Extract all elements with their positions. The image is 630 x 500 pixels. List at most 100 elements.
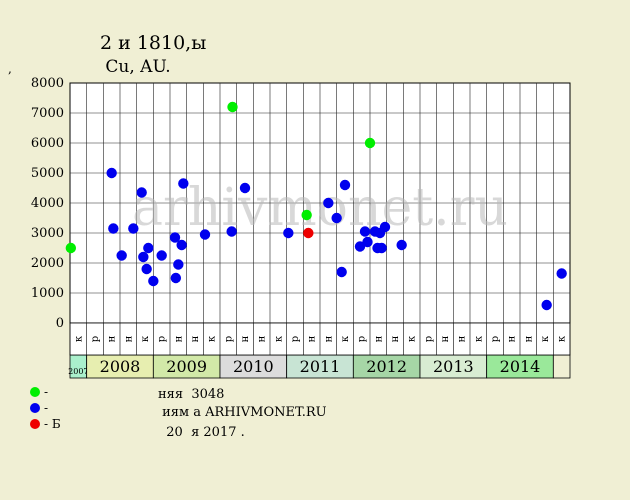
data-point-circ — [156, 250, 167, 261]
period-label: 2007 — [68, 367, 88, 376]
legend-item: - ￼￼￼￼￼Б — [30, 417, 61, 431]
slot-label: ￼р — [90, 336, 101, 342]
slot-label: ￼к — [540, 335, 551, 342]
data-point-circ — [199, 229, 211, 240]
data-point-unc — [364, 137, 376, 149]
legend-label: - ￼￼￼ — [44, 385, 52, 399]
data-point-circ — [283, 227, 294, 239]
data-point-unc — [65, 242, 77, 254]
y-tick-label: 7000 — [31, 106, 64, 121]
chart-title-line-1: 2 ￼￼￼￼и 1810,￼￼ы ￼ — [100, 32, 213, 54]
slot-label: ￼р — [423, 336, 434, 342]
slot-label: ￼н — [107, 335, 118, 342]
slot-label: ￼н — [457, 335, 468, 342]
data-point-circ — [143, 242, 154, 254]
watermark: arhivmonet.ru — [132, 178, 508, 238]
y-tick-label: 1000 — [31, 286, 64, 301]
data-point-circ — [331, 212, 342, 224]
data-point-circ — [136, 187, 147, 198]
data-point-unc — [227, 101, 238, 113]
data-point-circ — [556, 268, 567, 279]
period-label: 2014 — [500, 357, 541, 376]
slot-label: ￼р — [223, 336, 234, 342]
slot-label: ￼н — [190, 335, 201, 342]
period-label: 2008 — [100, 357, 141, 376]
data-point-circ — [141, 263, 152, 275]
data-point-circ — [359, 226, 371, 237]
data-point-circ — [339, 179, 351, 191]
slot-label: ￼к — [140, 335, 151, 342]
grid-lines — [70, 83, 570, 323]
data-point-unc — [301, 209, 312, 221]
y-tick-label: 8000 — [31, 76, 64, 91]
slot-label: ￼н — [440, 335, 451, 342]
y-axis-unit: ￼￼, ￼￼ — [8, 62, 16, 76]
legend-item: - ￼￼￼ — [30, 401, 52, 415]
data-point-circ — [226, 226, 237, 237]
slot-label: ￼к — [473, 335, 484, 342]
slot-labels: ￼к ￼р ￼н ￼н ￼к ￼р ￼н ￼н ￼к ￼р ￼н ￼н ￼к ￼р ￼н ￼н ￼к ￼р ￼н ￼н… — [69, 322, 571, 356]
slot-label: ￼н — [523, 335, 534, 342]
slot-label: ￼н — [123, 335, 134, 342]
data-point-circ — [108, 223, 119, 234]
legend-marker — [30, 419, 40, 429]
data-point-circ — [336, 266, 347, 278]
data-point-proof — [303, 227, 314, 239]
period-label: 2013 — [433, 357, 474, 376]
data-point-circ — [170, 272, 182, 284]
slot-label: ￼р — [357, 336, 368, 342]
y-tick-label: 4000 — [31, 196, 64, 211]
data-point-circ — [323, 197, 334, 209]
slot-label: ￼н — [507, 335, 518, 342]
data-point-circ — [239, 182, 251, 194]
slot-label: ￼н — [390, 335, 401, 342]
period-cell — [552, 354, 571, 379]
data-point-circ — [138, 251, 149, 263]
chart-title-line-2: ￼￼￼ Cu,￼￼￼ AU. — [100, 57, 171, 77]
info-line-1: ￼￼няя ￼￼ 3048 ￼￼ — [158, 387, 229, 402]
slot-label: ￼н — [307, 335, 318, 342]
period-label: 2012 — [366, 357, 407, 376]
data-point-circ — [148, 275, 159, 287]
data-point-circ — [116, 250, 127, 261]
y-tick-label: 0 — [56, 316, 64, 331]
data-point-circ — [176, 239, 187, 251]
slot-label: ￼н — [240, 335, 251, 342]
data-point-circ — [128, 223, 139, 234]
y-tick-label: 3000 — [31, 226, 64, 241]
period-band: 2007 2008 2009 2010 2011 2012 2013 2014 — [68, 354, 571, 379]
slot-label: ￼н — [323, 335, 334, 342]
data-point-circ — [362, 236, 373, 248]
price-chart: arhivmonet.ru 0 1000 2000 3000 4000 5000 6000 7… — [31, 76, 571, 379]
slot-label: ￼р — [290, 336, 301, 342]
legend-marker — [30, 387, 40, 397]
data-point-circ — [379, 221, 391, 233]
data-point-circ — [354, 241, 366, 252]
slot-label: ￼к — [273, 335, 284, 342]
data-point-circ — [178, 178, 189, 189]
data-point-circ — [396, 239, 407, 251]
y-axis: 0 1000 2000 3000 4000 5000 6000 7000 8000 — [31, 76, 64, 331]
slot-label: ￼к — [407, 335, 418, 342]
legend-label: - ￼￼￼￼￼Б — [44, 417, 61, 431]
info-line-2: ￼ ￼￼￼￼иям ￼￼а ARHIVMONET.RU — [158, 405, 327, 420]
info-line-3: ￼￼￼ ￼ 20 ￼ ￼я 2017 ￼￼. — [158, 425, 245, 440]
slot-label: ￼к — [73, 335, 84, 342]
period-label: 2010 — [233, 357, 274, 376]
slot-label: ￼н — [173, 335, 184, 342]
period-label: 2009 — [166, 357, 207, 376]
slot-label: ￼н — [373, 335, 384, 342]
legend-marker — [30, 403, 40, 413]
slot-label: ￼р — [490, 336, 501, 342]
data-point-circ — [541, 299, 552, 311]
slot-label: ￼к — [557, 335, 568, 342]
slot-label: ￼к — [340, 335, 351, 342]
y-tick-label: 2000 — [31, 256, 64, 271]
slot-label: ￼н — [257, 335, 268, 342]
slot-label: ￼к — [207, 335, 218, 342]
y-tick-label: 6000 — [31, 136, 64, 151]
data-points — [65, 101, 567, 311]
data-point-circ — [106, 167, 117, 179]
y-tick-label: 5000 — [31, 166, 64, 181]
period-label: 2011 — [300, 357, 341, 376]
